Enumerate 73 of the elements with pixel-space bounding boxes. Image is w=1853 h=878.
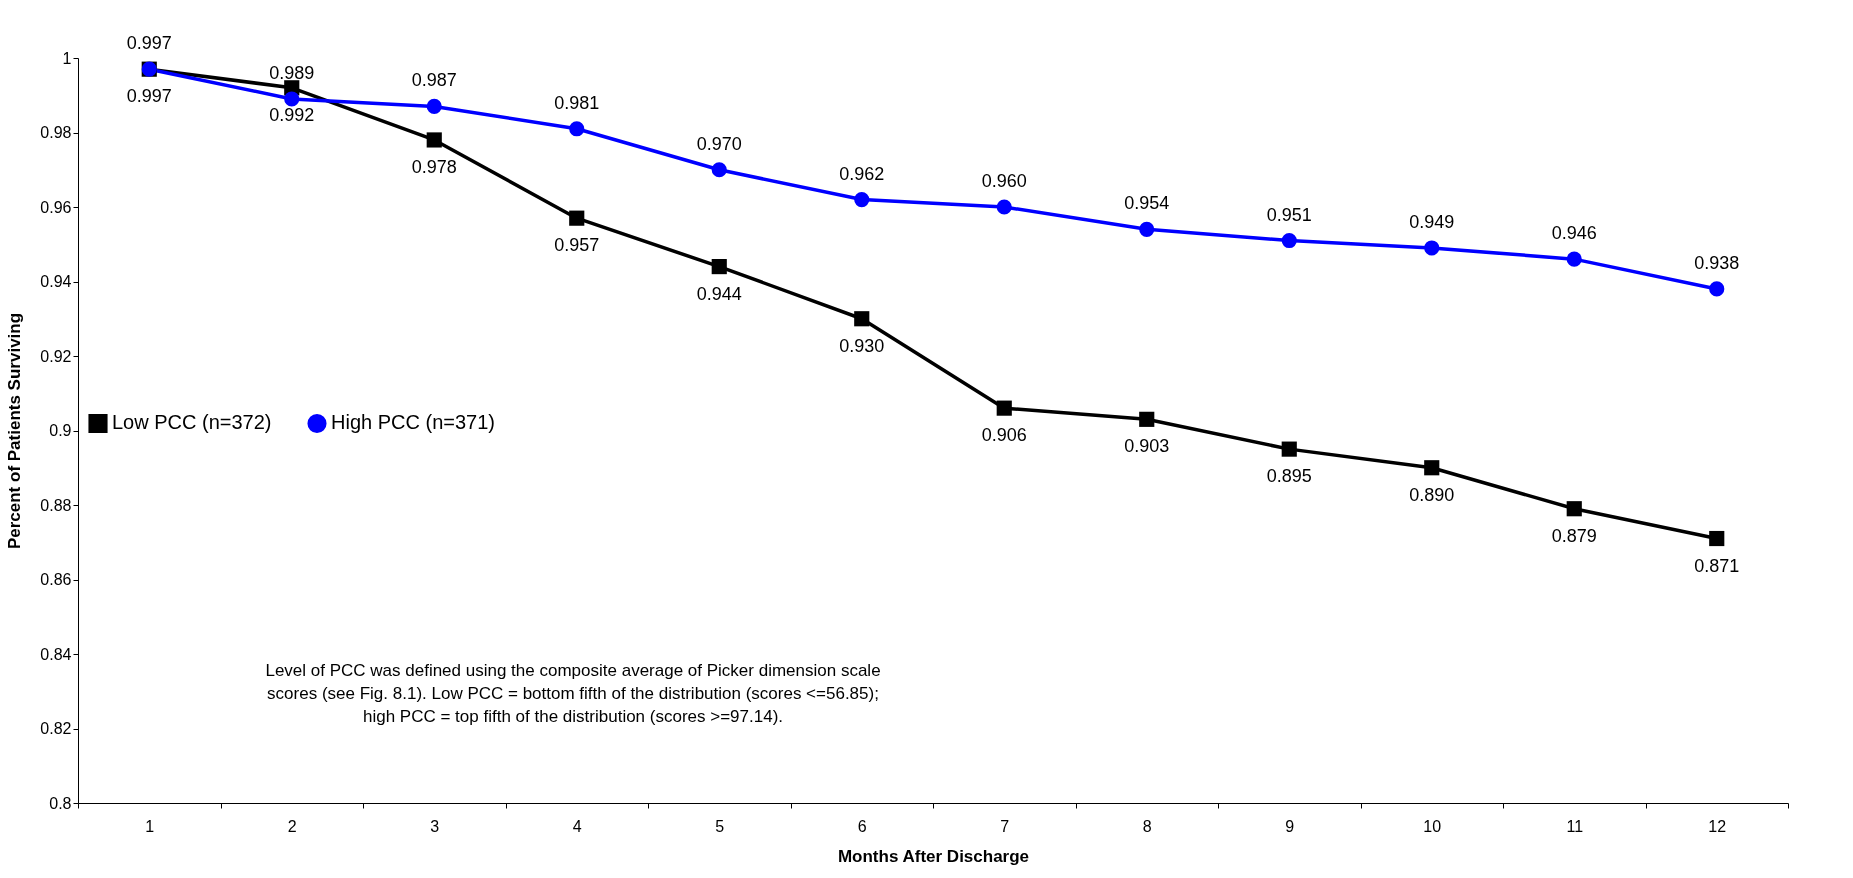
point — [1566, 501, 1582, 517]
data-label: 0.906 — [981, 425, 1027, 446]
data-label: 0.903 — [1124, 436, 1170, 457]
point — [1424, 460, 1440, 476]
x-tick-label: 5 — [715, 817, 725, 835]
data-label: 0.970 — [696, 133, 742, 154]
point — [854, 311, 870, 327]
data-label: 0.960 — [981, 171, 1027, 191]
data-label: 0.871 — [1694, 555, 1740, 576]
data-label: 0.930 — [839, 335, 885, 356]
x-tick-label: 8 — [1142, 817, 1152, 835]
x-tick-label: 12 — [1708, 817, 1727, 835]
y-tick-label: 0.82 — [40, 720, 72, 737]
point — [1566, 251, 1582, 267]
x-axis-title: Months After Discharge — [837, 846, 1030, 866]
y-tick-label: 0.86 — [40, 571, 72, 588]
data-label: 0.997 — [126, 33, 172, 54]
data-label: 0.957 — [554, 235, 600, 256]
data-label: 0.879 — [1551, 525, 1597, 546]
data-label: 0.978 — [411, 156, 457, 177]
y-tick-label: 0.92 — [40, 347, 72, 365]
data-label: 0.946 — [1551, 223, 1597, 244]
x-tick-label: 4 — [572, 817, 582, 835]
y-tick-label: 0.88 — [40, 496, 72, 514]
legend-label: Low PCC (n=372) — [112, 411, 272, 434]
legend-label: High PCC (n=371) — [331, 411, 495, 434]
x-tick-label: 6 — [857, 817, 867, 835]
annotation: Level of PCC was defined using the composite average of Picker dimension scale scores (see Fig. 8.1). Low PCC = bottom fifth of the distribution (scores <=56.85); high PCC = top fifth of the distribution (scores >=97.14). — [265, 661, 881, 726]
point — [569, 210, 585, 226]
data-label: 0.997 — [126, 86, 172, 107]
x-tick-label: 3 — [430, 817, 440, 835]
point — [1139, 411, 1155, 427]
point — [1281, 232, 1297, 249]
point — [284, 91, 300, 107]
y-tick-label: 0.8 — [49, 794, 72, 812]
y-tick-label: 1 — [62, 49, 72, 67]
point — [569, 121, 585, 137]
point — [996, 199, 1012, 215]
point — [1281, 441, 1297, 457]
y-tick-label: 0.96 — [40, 198, 72, 216]
x-tick-label: 1 — [145, 817, 155, 835]
data-label: 0.951 — [1266, 204, 1312, 225]
data-label: 0.992 — [269, 104, 315, 125]
point — [426, 98, 442, 114]
x-tick-label: 7 — [1000, 817, 1010, 835]
point — [711, 162, 727, 178]
x-tick-label: 10 — [1423, 817, 1442, 835]
data-label: 0.981 — [554, 92, 600, 113]
point — [1709, 281, 1725, 297]
point — [996, 400, 1012, 416]
point — [1424, 240, 1440, 256]
data-label: 0.890 — [1409, 484, 1455, 505]
data-label: 0.944 — [696, 283, 742, 304]
data-label: 0.962 — [839, 163, 885, 184]
data-label: 0.895 — [1266, 466, 1312, 487]
point — [711, 259, 727, 275]
y-tick-label: 0.84 — [40, 645, 72, 663]
data-label: 0.949 — [1409, 211, 1455, 232]
x-tick-label: 9 — [1285, 817, 1295, 835]
point — [854, 191, 870, 208]
x-tick-label: 11 — [1566, 817, 1584, 835]
point — [426, 132, 442, 148]
y-tick-label: 0.9 — [49, 422, 72, 439]
data-label: 0.987 — [411, 70, 457, 91]
x-tick-label: 2 — [287, 817, 297, 835]
data-label: 0.954 — [1124, 193, 1170, 214]
data-label: 0.989 — [269, 62, 315, 83]
y-tick-label: 0.94 — [40, 273, 72, 290]
point — [1709, 530, 1725, 547]
data-label: 0.938 — [1694, 252, 1740, 273]
point — [1139, 221, 1155, 237]
y-tick-label: 0.98 — [40, 124, 72, 141]
y-axis-title: Percent of Patients Surviving — [5, 312, 25, 550]
